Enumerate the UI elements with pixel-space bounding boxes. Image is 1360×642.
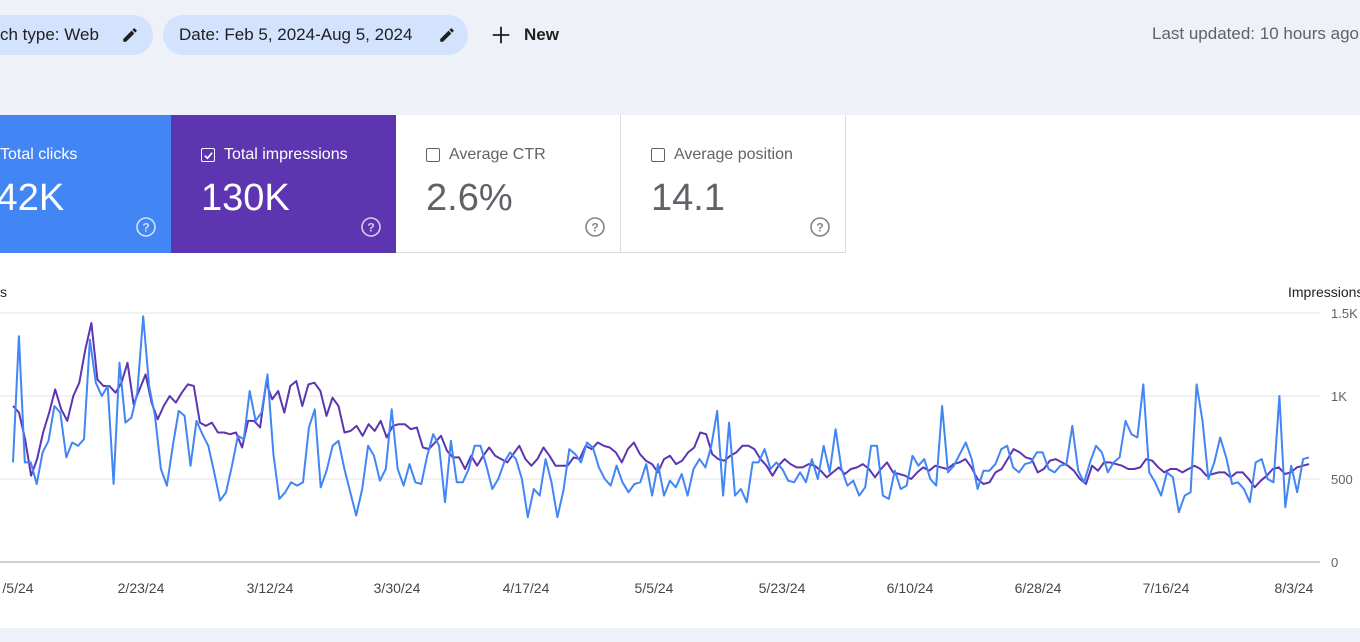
pencil-icon[interactable] [121,26,139,44]
right-axis-tick-label: 0 [1331,555,1338,570]
right-axis-tick-label: 500 [1331,472,1353,487]
x-axis-tick-label: 5/23/24 [759,580,806,596]
x-axis-tick-label: 5/5/24 [635,580,674,596]
checkbox-unchecked-icon[interactable] [426,148,440,162]
x-axis-tick-label: 3/12/24 [247,580,294,596]
metric-card-impressions[interactable]: Total impressions 130K ? [171,115,396,253]
x-axis-tick-label: 2/23/24 [118,580,165,596]
new-filter-label: New [524,25,559,44]
series-line-total-impressions[interactable] [12,322,1310,489]
filter-bar: ch type: Web Date: Feb 5, 2024-Aug 5, 20… [0,0,1360,115]
help-icon[interactable]: ? [584,216,606,238]
checkbox-unchecked-icon[interactable] [651,148,665,162]
svg-text:?: ? [142,221,149,235]
metric-label-clicks: Total clicks [0,146,78,163]
metric-card-clicks[interactable]: Total clicks .42K ? [0,115,171,253]
right-axis-label: Impressions [1288,284,1360,300]
x-axis-tick-label: 6/28/24 [1015,580,1062,596]
x-axis-tick-label: /5/24 [2,580,33,596]
new-filter-button[interactable]: New [490,15,559,55]
right-axis-tick-label: 1K [1331,389,1347,404]
series-line-total-clicks[interactable] [12,315,1310,519]
svg-text:?: ? [816,221,823,235]
date-filter-label: Date: Feb 5, 2024-Aug 5, 2024 [179,25,413,44]
pencil-icon[interactable] [438,26,456,44]
help-icon[interactable]: ? [809,216,831,238]
last-updated-text: Last updated: 10 hours ago [1152,24,1359,43]
help-icon[interactable]: ? [360,216,382,238]
x-axis-tick-label: 6/10/24 [887,580,934,596]
page-footer-strip [0,628,1360,642]
metric-label-ctr: Average CTR [449,146,546,163]
performance-panel: Total clicks .42K ? Total impressions 13… [0,115,1360,628]
left-axis-label: s [0,284,7,300]
x-axis-tick-label: 7/16/24 [1143,580,1190,596]
search-type-filter-label: ch type: Web [0,25,99,44]
x-axis-tick-label: 3/30/24 [374,580,421,596]
performance-chart[interactable]: 0 500 1K 1.5K s Impressions/5/24 2/23/24 3/12/2… [0,275,1360,615]
checkbox-checked-icon[interactable] [201,148,215,162]
metric-value-position: 14.1 [651,177,725,219]
x-axis-tick-label: 4/17/24 [503,580,550,596]
metric-value-ctr: 2.6% [426,177,513,219]
date-filter-chip[interactable]: Date: Feb 5, 2024-Aug 5, 2024 [163,15,468,55]
search-type-filter-chip[interactable]: ch type: Web [0,15,153,55]
x-axis-tick-label: 8/3/24 [1275,580,1314,596]
svg-text:?: ? [591,221,598,235]
metric-value-impressions: 130K [201,177,290,219]
plus-icon [492,26,510,44]
metric-label-position: Average position [674,146,793,163]
metric-label-impressions: Total impressions [224,146,348,163]
metric-card-position[interactable]: Average position 14.1 ? [621,115,846,253]
metric-card-ctr[interactable]: Average CTR 2.6% ? [396,115,621,253]
help-icon[interactable]: ? [135,216,157,238]
svg-text:?: ? [367,221,374,235]
right-axis-tick-label: 1.5K [1331,306,1358,321]
metric-value-clicks: .42K [0,177,65,219]
